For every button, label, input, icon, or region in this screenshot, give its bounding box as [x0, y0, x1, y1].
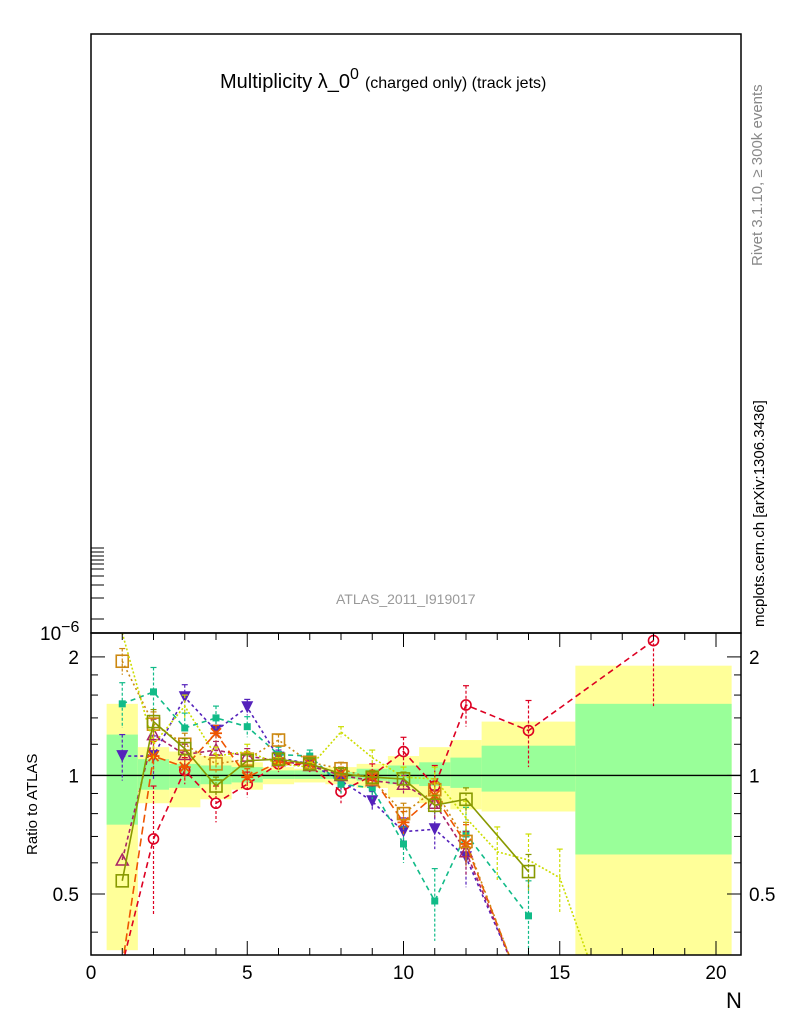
x-tick-label: 10 — [393, 963, 414, 984]
ratio-panel: 0 5 10 15 20 0.5 0.5 1 1 2 2 Ratio to ATLAS N — [24, 632, 775, 1013]
series-5 — [115, 647, 519, 971]
series-1-point — [366, 795, 379, 808]
uncertainty-bands — [106, 665, 732, 955]
series-3-point — [114, 852, 130, 866]
series-7-point — [302, 757, 317, 771]
x-tick-label: 0 — [86, 963, 97, 984]
series-2-point — [118, 700, 126, 708]
series-7-point — [365, 770, 380, 784]
series-4-point — [241, 771, 254, 783]
y-axis-label: Ratio to ATLAS — [24, 754, 41, 855]
series-5-line — [121, 660, 510, 955]
series-0-point — [210, 797, 222, 810]
series-2-point — [181, 724, 189, 732]
series-7-point — [521, 864, 536, 879]
ratio-panel-frame — [90, 632, 742, 956]
band-inner-5 — [262, 770, 295, 779]
y-tick-label: 0.5 — [53, 885, 79, 906]
series-7-point — [240, 753, 255, 768]
series-6-line — [121, 633, 589, 955]
series-4-point — [210, 727, 222, 739]
x-tick-label: 5 — [242, 963, 253, 984]
main-panel-frame — [90, 33, 742, 634]
y-tick-label-right: 0.5 — [749, 885, 775, 906]
series-1-point — [116, 750, 129, 763]
series-0-point — [522, 724, 535, 737]
series-7-point — [115, 874, 130, 888]
series-2 — [118, 666, 532, 955]
series-3-point — [396, 776, 411, 790]
main-panel: Multiplicity λ_00(charged only) (track j… — [40, 33, 742, 645]
y-tick-label-right: 1 — [749, 766, 760, 787]
y-tick-label-right: 2 — [749, 648, 760, 669]
series-0-point — [460, 699, 472, 711]
series-7-point — [334, 766, 348, 781]
series-1-line — [122, 695, 510, 955]
x-tick-label: 20 — [705, 963, 726, 984]
main-y-tick-label: 10−6 — [40, 619, 79, 645]
series-2-point — [150, 688, 157, 696]
rivet-version-label: Rivet 3.1.10, ≥ 300k events — [749, 84, 766, 266]
series-2-point — [212, 714, 220, 722]
x-axis-label: N — [726, 988, 742, 1013]
mcplots-label: mcplots.cern.ch [arXiv:1306.3436] — [751, 400, 768, 627]
series-4-point — [507, 960, 519, 970]
series-5-point — [115, 654, 130, 669]
series-5-point — [507, 959, 519, 971]
series-1-point — [241, 701, 254, 714]
y-tick-label: 2 — [68, 648, 79, 669]
series-2-point — [368, 784, 376, 792]
x-tick-label: 15 — [549, 963, 570, 984]
plot-title: Multiplicity λ_00(charged only) (track j… — [220, 66, 546, 93]
band-inner-6 — [294, 770, 326, 779]
series-7-point — [271, 752, 286, 766]
series-7-point — [396, 772, 411, 786]
series-7-point — [427, 798, 442, 813]
series-3-point — [507, 959, 519, 970]
series-4-point — [116, 960, 128, 970]
main-y-minor-ticks — [91, 547, 104, 620]
series-0-point — [147, 833, 160, 845]
series-2-point — [243, 723, 251, 731]
series-2-point — [337, 780, 345, 788]
series-0-point — [397, 745, 410, 758]
series-5-point — [396, 806, 411, 821]
series-4-point — [178, 761, 191, 773]
series-0-line — [123, 639, 654, 955]
band-inner-13 — [575, 703, 732, 855]
y-tick-label: 1 — [68, 766, 79, 787]
series-5-point — [271, 733, 286, 747]
series-7-point — [209, 779, 223, 793]
ratio-axes: 0 5 10 15 20 0.5 0.5 1 1 2 2 — [53, 633, 775, 984]
series-2-point — [400, 840, 407, 848]
analysis-watermark: ATLAS_2011_I919017 — [336, 591, 476, 607]
series-7-point — [459, 792, 473, 807]
series-0-point — [117, 960, 127, 970]
series-1-point — [428, 823, 441, 836]
series-2-point — [525, 912, 532, 920]
series-7-line — [121, 720, 530, 881]
series-7-point — [177, 741, 192, 756]
series-2-point — [431, 897, 439, 905]
series-7-point — [146, 714, 161, 729]
band-inner-11 — [450, 757, 482, 788]
series-1-point — [507, 959, 519, 971]
series-5-point — [459, 834, 473, 849]
series-7 — [115, 708, 536, 891]
mc-series — [114, 633, 660, 971]
